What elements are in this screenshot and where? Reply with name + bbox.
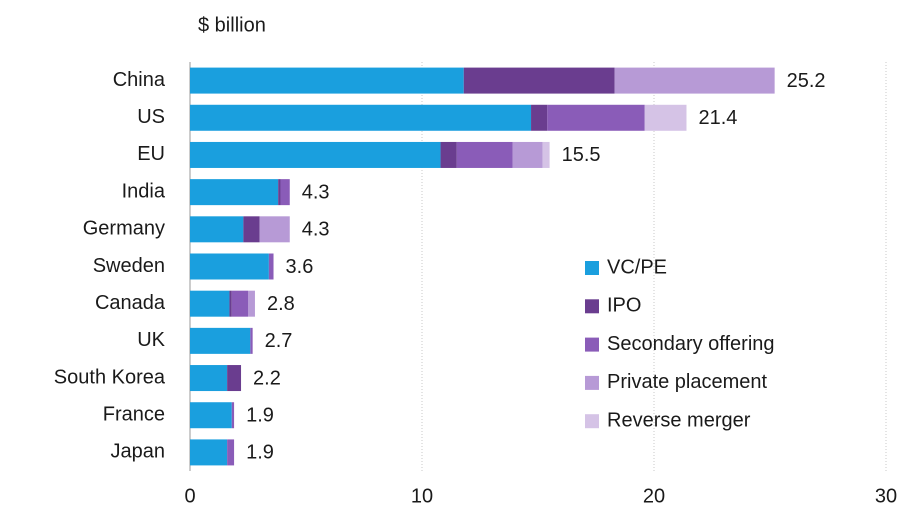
- y-tick-label: China: [113, 69, 166, 91]
- legend-label: IPO: [607, 295, 641, 317]
- bar-segment: [542, 141, 550, 168]
- bar-segment: [190, 67, 464, 94]
- bar-segment: [644, 104, 687, 131]
- bar-segment: [614, 67, 775, 94]
- x-tick-label: 30: [875, 485, 897, 507]
- bar-segment: [190, 365, 228, 392]
- total-label: 1.9: [246, 405, 274, 427]
- bar-segment: [512, 141, 543, 168]
- bar-segment: [190, 141, 441, 168]
- bar-segment: [268, 253, 274, 280]
- bar-segment: [190, 290, 230, 317]
- total-label: 2.2: [253, 367, 281, 389]
- legend-label: Secondary offering: [607, 333, 775, 355]
- bar-segment: [248, 290, 255, 317]
- y-tick-label: Germany: [83, 218, 165, 240]
- legend-label: Reverse merger: [607, 409, 751, 431]
- legend-swatch: [585, 337, 599, 352]
- bar-segment: [547, 104, 645, 131]
- bar-segment: [190, 104, 532, 131]
- bar-segment: [280, 179, 290, 206]
- bar-segment: [227, 365, 242, 392]
- y-tick-label: France: [103, 404, 165, 426]
- bar-segment: [456, 141, 513, 168]
- bar-segment: [190, 402, 232, 429]
- bar-segment: [259, 216, 290, 243]
- legend-swatch: [585, 299, 599, 314]
- y-tick-label: South Korea: [54, 366, 166, 388]
- legend-swatch: [585, 261, 599, 275]
- y-tick-label: UK: [137, 329, 165, 351]
- bar-segment: [463, 67, 615, 94]
- total-label: 25.2: [787, 70, 826, 92]
- bar-segment: [231, 402, 235, 429]
- bar-segment: [190, 253, 269, 280]
- x-tick-label: 0: [184, 485, 195, 507]
- x-tick-label: 20: [643, 485, 665, 507]
- x-tick-label: 10: [411, 485, 433, 507]
- y-tick-label: Sweden: [93, 255, 165, 277]
- axis-label: $ billion: [198, 14, 266, 36]
- total-label: 4.3: [302, 219, 330, 241]
- y-tick-label: Canada: [95, 292, 166, 314]
- total-label: 4.3: [302, 181, 330, 203]
- y-tick-label: US: [137, 106, 165, 128]
- y-tick-label: Japan: [111, 441, 166, 463]
- bar-segment: [190, 439, 228, 466]
- total-label: 2.7: [265, 330, 293, 352]
- bar-segment: [190, 179, 279, 206]
- total-label: 3.6: [286, 256, 314, 278]
- legend-swatch: [585, 375, 599, 390]
- bar-segment: [227, 439, 235, 466]
- bar-segment: [440, 141, 457, 168]
- bar-segment: [250, 327, 253, 354]
- y-tick-label: EU: [137, 143, 165, 165]
- bar-segment: [531, 104, 548, 131]
- legend-label: Private placement: [607, 371, 768, 393]
- legend-swatch: [585, 414, 599, 429]
- bar-segment: [229, 290, 232, 317]
- legend-label: VC/PE: [607, 256, 667, 278]
- total-label: 2.8: [267, 293, 295, 315]
- total-label: 15.5: [562, 144, 601, 166]
- bar-segment: [278, 179, 281, 206]
- bar-segment: [243, 216, 260, 243]
- y-tick-label: India: [122, 180, 166, 202]
- bar-segment: [231, 290, 248, 317]
- bar-segment: [190, 216, 244, 243]
- total-label: 21.4: [698, 107, 737, 129]
- total-label: 1.9: [246, 442, 274, 464]
- bar-segment: [190, 327, 251, 354]
